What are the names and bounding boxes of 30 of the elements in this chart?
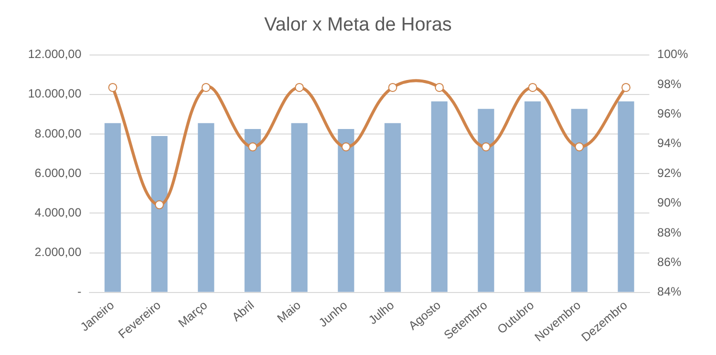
y-tick-label: 6.000,00 <box>34 166 82 180</box>
point <box>528 82 538 92</box>
point <box>482 142 490 152</box>
point <box>248 142 258 152</box>
y2-tick-label: 94% <box>657 136 682 150</box>
y2-tick-label: 92% <box>657 166 682 180</box>
point <box>108 82 118 92</box>
point <box>154 200 164 210</box>
point <box>202 82 211 92</box>
point <box>294 82 304 92</box>
y-tick-label: 8.000,00 <box>34 126 82 140</box>
x-tick-label: Maio <box>274 298 304 326</box>
point <box>342 142 351 152</box>
y2-tick-label: 96% <box>657 106 682 121</box>
y-tick-label: 10.000,00 <box>28 86 82 101</box>
point <box>388 82 398 92</box>
point <box>574 142 584 152</box>
y-tick-label: 12.000,00 <box>28 47 82 62</box>
y-tick-label: 2.000,00 <box>34 245 82 260</box>
y-tick-label: 4.000,00 <box>34 206 82 220</box>
y2-tick-label: 88% <box>657 225 682 240</box>
chart-title: Valor x Meta de Horas <box>264 14 452 36</box>
point <box>621 82 630 92</box>
y2-tick-label: 86% <box>657 255 682 269</box>
y2-tick-label: 84% <box>657 284 682 299</box>
y2-tick-label: 90% <box>657 196 682 210</box>
point <box>434 82 444 92</box>
y2-tick-label: 98% <box>657 76 682 91</box>
y2-tick-label: 100% <box>657 47 688 62</box>
y-tick-label: - <box>77 284 82 299</box>
